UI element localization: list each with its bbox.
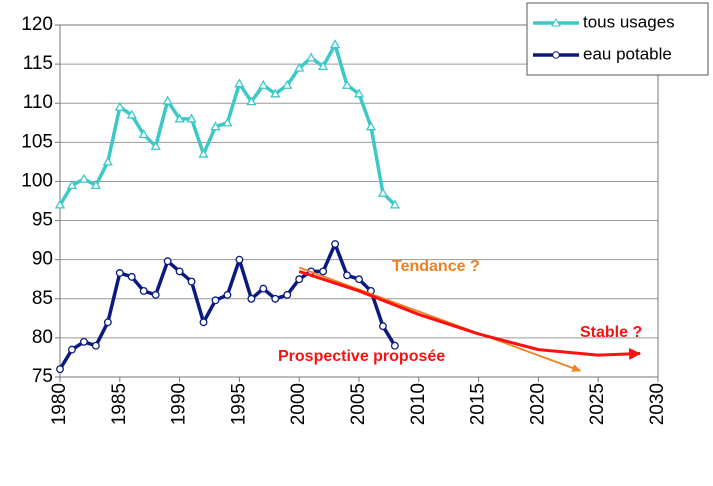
y-tick-label: 75 [32, 366, 53, 387]
x-tick-label: 1995 [228, 383, 249, 425]
point [377, 187, 389, 197]
point [222, 117, 233, 127]
point [79, 337, 88, 346]
x-tick-label: 1985 [109, 383, 130, 425]
y-tick-label: 115 [23, 53, 53, 74]
point [210, 121, 221, 131]
point [390, 341, 399, 350]
point [319, 267, 328, 276]
point [259, 284, 268, 293]
point [223, 290, 232, 299]
y-tick-label: 90 [32, 249, 53, 270]
point [174, 113, 185, 123]
point [331, 240, 340, 248]
y-tick-label: 80 [32, 327, 53, 348]
point [56, 365, 64, 374]
point [343, 271, 351, 280]
legend-label: eau potable [583, 44, 672, 63]
point [247, 294, 256, 303]
point [68, 345, 76, 354]
annotation: Stable ? [580, 324, 642, 341]
x-tick-label: 2020 [527, 383, 548, 425]
point [246, 96, 257, 106]
point [66, 180, 78, 190]
annotation: Prospective proposée [278, 348, 445, 365]
point [127, 272, 136, 281]
point [175, 267, 184, 276]
point [90, 180, 102, 190]
y-tick-label: 110 [23, 92, 53, 113]
point [138, 129, 149, 139]
point [103, 318, 112, 327]
x-tick-label: 2025 [587, 383, 608, 425]
x-tick-label: 2015 [468, 383, 489, 425]
point [365, 121, 377, 131]
x-tick-label: 1980 [49, 383, 70, 425]
point [258, 79, 269, 89]
point [198, 148, 209, 158]
point [355, 275, 363, 284]
point [294, 62, 305, 72]
x-tick-label: 2005 [348, 383, 369, 425]
point [234, 78, 245, 88]
point [389, 199, 401, 209]
x-tick-label: 2030 [647, 383, 668, 425]
legend-box [526, 2, 709, 76]
point [54, 199, 66, 209]
x-tick-label: 2000 [288, 383, 309, 425]
point [102, 156, 113, 166]
point [271, 294, 280, 303]
point [150, 140, 161, 150]
y-tick-label: 85 [32, 288, 53, 309]
point [151, 290, 160, 299]
point [199, 318, 208, 327]
legend-label: tous usages [583, 12, 675, 31]
legend-marker [552, 51, 560, 59]
trend-arrow [298, 266, 582, 372]
x-tick-label: 1990 [169, 383, 190, 425]
y-tick-label: 105 [21, 131, 53, 152]
point [139, 287, 148, 295]
point [162, 95, 173, 105]
y-tick-label: 120 [21, 14, 53, 35]
point [353, 88, 365, 98]
point [341, 79, 353, 89]
point [282, 79, 293, 89]
point [186, 113, 197, 123]
y-tick-label: 95 [32, 210, 53, 231]
point [317, 61, 329, 71]
point [295, 275, 304, 284]
point [270, 88, 281, 98]
point [211, 296, 220, 305]
legend-marker [551, 17, 561, 27]
legend: tous usages eau potable [526, 2, 709, 76]
point [283, 290, 292, 299]
point [78, 173, 90, 183]
plot-border [59, 24, 659, 378]
point [378, 322, 387, 331]
point [91, 341, 100, 350]
trend-arrow [298, 269, 642, 360]
point [114, 101, 125, 111]
point [115, 269, 124, 277]
point [187, 277, 196, 286]
point [329, 39, 341, 49]
y-tick-label: 100 [21, 170, 53, 191]
point [235, 255, 244, 264]
annotation: Tendance ? [392, 258, 480, 275]
x-tick-label: 2010 [408, 383, 429, 425]
point [126, 109, 137, 119]
point [306, 52, 317, 62]
point [163, 257, 172, 266]
